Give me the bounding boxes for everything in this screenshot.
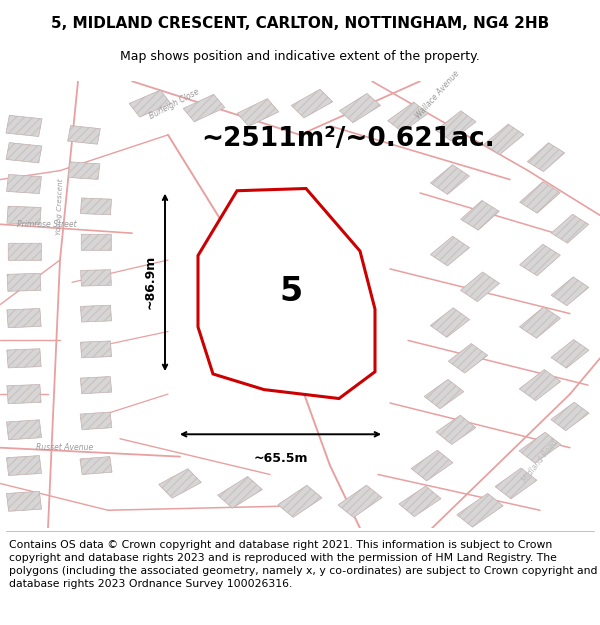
Polygon shape	[551, 402, 589, 431]
Polygon shape	[183, 94, 225, 122]
Polygon shape	[495, 468, 537, 499]
Polygon shape	[7, 273, 41, 291]
Polygon shape	[7, 206, 41, 224]
Polygon shape	[7, 456, 41, 476]
Polygon shape	[80, 305, 112, 322]
Polygon shape	[6, 142, 42, 163]
Polygon shape	[298, 312, 326, 333]
Polygon shape	[7, 349, 41, 368]
Polygon shape	[159, 469, 201, 498]
Text: Primrose Street: Primrose Street	[17, 220, 76, 229]
Text: 5, MIDLAND CRESCENT, CARLTON, NOTTINGHAM, NG4 2HB: 5, MIDLAND CRESCENT, CARLTON, NOTTINGHAM…	[51, 16, 549, 31]
Polygon shape	[520, 307, 560, 338]
Polygon shape	[551, 214, 589, 243]
Text: Midland Road: Midland Road	[520, 438, 560, 484]
Polygon shape	[430, 236, 470, 266]
Polygon shape	[68, 162, 100, 179]
Polygon shape	[551, 339, 589, 368]
Polygon shape	[448, 344, 488, 373]
Polygon shape	[80, 376, 112, 394]
Polygon shape	[430, 308, 470, 338]
Text: ~65.5m: ~65.5m	[253, 452, 308, 466]
Polygon shape	[399, 486, 441, 517]
Polygon shape	[436, 415, 476, 444]
Polygon shape	[7, 242, 41, 259]
Polygon shape	[527, 142, 565, 172]
Polygon shape	[388, 102, 428, 132]
Polygon shape	[460, 272, 500, 302]
Polygon shape	[7, 309, 41, 328]
Polygon shape	[80, 198, 112, 215]
Polygon shape	[68, 126, 100, 144]
Polygon shape	[232, 281, 260, 301]
Polygon shape	[278, 485, 322, 518]
Polygon shape	[7, 384, 41, 404]
Polygon shape	[457, 493, 503, 527]
Text: Wallace Avenue: Wallace Avenue	[414, 69, 462, 121]
Polygon shape	[292, 89, 332, 118]
Polygon shape	[484, 124, 524, 154]
Polygon shape	[80, 412, 112, 429]
Polygon shape	[519, 432, 561, 463]
Polygon shape	[424, 379, 464, 409]
Polygon shape	[338, 485, 382, 518]
Polygon shape	[7, 420, 41, 440]
Polygon shape	[237, 99, 279, 126]
Polygon shape	[218, 476, 262, 508]
Text: Contains OS data © Crown copyright and database right 2021. This information is : Contains OS data © Crown copyright and d…	[9, 540, 598, 589]
Text: ~86.9m: ~86.9m	[143, 255, 157, 309]
Text: Burleigh Close: Burleigh Close	[148, 87, 200, 121]
Text: ~2511m²/~0.621ac.: ~2511m²/~0.621ac.	[201, 126, 495, 152]
Text: Midland Crescent: Midland Crescent	[255, 291, 291, 354]
Polygon shape	[80, 269, 112, 286]
Polygon shape	[551, 277, 589, 306]
Polygon shape	[411, 450, 453, 481]
Polygon shape	[80, 457, 112, 474]
Text: Map shows position and indicative extent of the property.: Map shows position and indicative extent…	[120, 51, 480, 63]
Polygon shape	[198, 189, 375, 399]
Polygon shape	[129, 90, 171, 117]
Polygon shape	[520, 244, 560, 276]
Polygon shape	[520, 182, 560, 213]
Text: 5: 5	[280, 275, 302, 308]
Text: Russet Avenue: Russet Avenue	[36, 443, 93, 452]
Polygon shape	[81, 234, 111, 250]
Polygon shape	[7, 491, 41, 511]
Polygon shape	[430, 165, 470, 194]
Polygon shape	[436, 111, 476, 141]
Polygon shape	[7, 174, 41, 194]
Polygon shape	[461, 201, 499, 230]
Text: Young Crescent: Young Crescent	[56, 178, 64, 235]
Polygon shape	[80, 341, 112, 357]
Polygon shape	[340, 94, 380, 122]
Polygon shape	[519, 369, 561, 401]
Polygon shape	[6, 116, 42, 136]
